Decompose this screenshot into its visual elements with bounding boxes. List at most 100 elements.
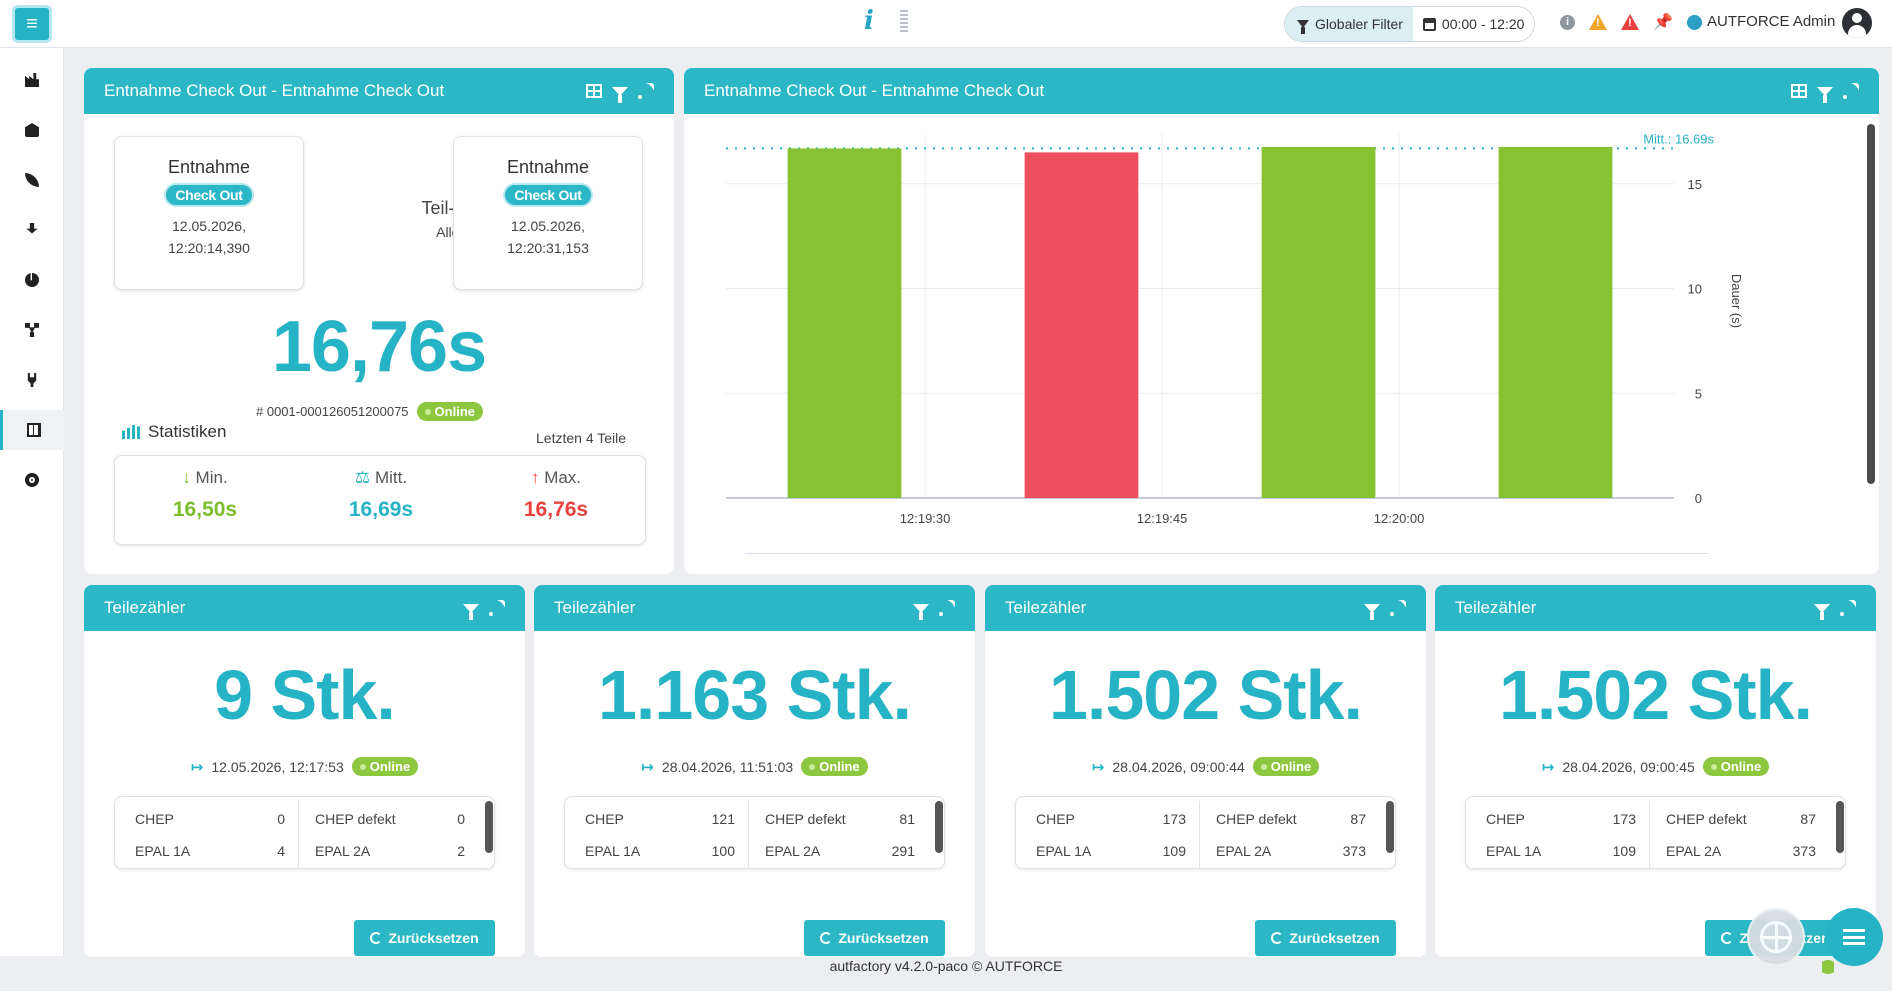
counter-row-label: EPAL 2A: [765, 843, 821, 859]
sitemap-icon: [25, 323, 39, 337]
feed-icon[interactable]: [489, 600, 505, 616]
serial-number: # 0001-000126051200075: [256, 404, 409, 419]
sign-in-icon: ↦: [1541, 758, 1555, 776]
counter-row: CHEP 121 CHEP defekt 81: [565, 805, 944, 832]
menu-icon: [1843, 929, 1865, 945]
counter-row-label: EPAL 2A: [315, 843, 371, 859]
counter-row-label: EPAL 1A: [1036, 843, 1092, 859]
user-name[interactable]: AUTFORCE Admin: [1707, 13, 1836, 30]
counter-row-value: 109: [1612, 843, 1636, 859]
y-tick-label: 0: [1695, 491, 1702, 506]
alert-icon[interactable]: !: [1621, 14, 1639, 30]
chart-scrollbar[interactable]: [1867, 124, 1875, 484]
serial-line: # 0001-000126051200075 Online: [256, 402, 483, 421]
stat-min-label: Min.: [195, 468, 228, 487]
reset-button[interactable]: Zurücksetzen: [1255, 920, 1396, 956]
globe-icon[interactable]: [1686, 14, 1702, 30]
refresh-icon: [820, 932, 833, 944]
sidebar-item-download[interactable]: [0, 210, 64, 250]
language-button[interactable]: [1747, 908, 1805, 966]
fab-menu-button[interactable]: [1825, 908, 1883, 966]
filter-icon[interactable]: [913, 603, 929, 620]
sidebar-item-sitemap[interactable]: [0, 310, 64, 350]
start-event-date: 12.05.2026,: [172, 218, 246, 234]
counter-row: EPAL 1A 100 EPAL 2A 291: [565, 837, 944, 864]
warning-icon[interactable]: !: [1589, 14, 1607, 30]
counter-breakdown-table: CHEP 173 CHEP defekt 87 EPAL 1A 109 EPAL…: [1465, 796, 1846, 869]
reset-button[interactable]: Zurücksetzen: [804, 920, 945, 956]
counter-meta: ↦ 12.05.2026, 12:17:53 Online: [84, 757, 525, 776]
sidebar-item-pie-chart[interactable]: [0, 260, 64, 300]
table-scrollbar[interactable]: [935, 801, 943, 853]
counter-meta: ↦ 28.04.2026, 09:00:44 Online: [985, 757, 1426, 776]
table-scrollbar[interactable]: [1386, 801, 1394, 853]
filter-icon[interactable]: [463, 603, 479, 620]
feed-icon[interactable]: [1843, 83, 1859, 99]
main-menu-button[interactable]: ≡: [12, 5, 52, 43]
counter-panel-header: Teilezähler: [1435, 585, 1876, 631]
filter-icon[interactable]: [1817, 86, 1833, 103]
table-view-icon[interactable]: [586, 84, 602, 98]
counter-panel-header: Teilezähler: [985, 585, 1426, 631]
feed-icon[interactable]: [939, 600, 955, 616]
counter-panel-title: Teilezähler: [554, 598, 636, 617]
database-icon[interactable]: [1822, 960, 1834, 974]
counter-row-label: CHEP defekt: [315, 811, 396, 827]
bar-chart-icon: [122, 425, 140, 439]
refresh-icon: [1271, 932, 1284, 944]
refresh-icon: [370, 932, 383, 944]
reset-button[interactable]: Zurücksetzen: [354, 920, 495, 956]
feed-icon[interactable]: [1840, 600, 1856, 616]
sidebar-item-table[interactable]: [0, 410, 64, 450]
filter-icon[interactable]: [1814, 603, 1830, 620]
feed-icon[interactable]: [1390, 600, 1406, 616]
pin-icon[interactable]: 📌: [1653, 14, 1673, 31]
sidebar-item-boxes[interactable]: [0, 110, 64, 150]
counter-panel-title: Teilezähler: [1005, 598, 1087, 617]
feed-icon[interactable]: [638, 83, 654, 99]
time-range-button[interactable]: 00:00 - 12:20: [1412, 7, 1535, 41]
sidebar: [0, 48, 64, 956]
filter-icon[interactable]: [612, 86, 628, 103]
end-event-badge: Check Out: [503, 183, 593, 207]
drag-handle-icon[interactable]: [900, 10, 908, 32]
reset-button-label: Zurücksetzen: [1289, 930, 1380, 946]
counter-panel-title: Teilezähler: [104, 598, 186, 617]
factory-icon: [25, 73, 39, 87]
table-icon: [26, 423, 41, 437]
reset-button-label: Zurücksetzen: [838, 930, 929, 946]
counter-meta: ↦ 28.04.2026, 11:51:03 Online: [534, 757, 975, 776]
filter-icon[interactable]: [1364, 603, 1380, 620]
duration-value: 16,76s: [271, 307, 487, 387]
end-event-label: Entnahme: [506, 157, 590, 177]
sidebar-item-leaf[interactable]: [0, 160, 64, 200]
info-icon[interactable]: i: [864, 6, 874, 36]
sidebar-item-factory[interactable]: [0, 60, 64, 100]
sidebar-item-plug[interactable]: [0, 360, 64, 400]
arrow-up-icon: ↑: [530, 468, 540, 487]
table-scrollbar[interactable]: [485, 801, 493, 853]
avatar[interactable]: [1842, 8, 1872, 38]
download-icon: [26, 223, 38, 234]
global-filter-button[interactable]: Globaler Filter: [1285, 7, 1413, 41]
counter-row-value: 2: [457, 843, 465, 859]
counter-row-label: EPAL 1A: [1486, 843, 1542, 859]
counter-panel-header: Teilezähler: [534, 585, 975, 631]
boxes-icon: [25, 123, 39, 137]
stat-avg: ⚖ Mitt. 16,69s: [301, 468, 461, 522]
counter-row-value: 4: [277, 843, 285, 859]
plug-icon: [27, 373, 37, 387]
counter-row-value: 291: [891, 843, 915, 859]
counter-row-value: 109: [1162, 843, 1186, 859]
info-status-icon[interactable]: i: [1560, 14, 1575, 30]
table-view-icon[interactable]: [1791, 84, 1807, 98]
leaf-icon: [25, 173, 39, 187]
chart-area: 0 5 10 15 12:19:30 12:19:45 12:20:00 Mitt.: 16.…: [684, 114, 1879, 557]
refresh-icon: [1721, 932, 1734, 944]
sidebar-item-settings[interactable]: [0, 460, 64, 500]
scale-icon: ⚖: [354, 468, 371, 487]
table-scrollbar[interactable]: [1836, 801, 1844, 853]
counter-row-label: EPAL 2A: [1666, 843, 1722, 859]
y-tick-label: 5: [1695, 386, 1702, 401]
counter-breakdown-table: CHEP 0 CHEP defekt 0 EPAL 1A 4 EPAL 2A 2…: [114, 796, 495, 869]
